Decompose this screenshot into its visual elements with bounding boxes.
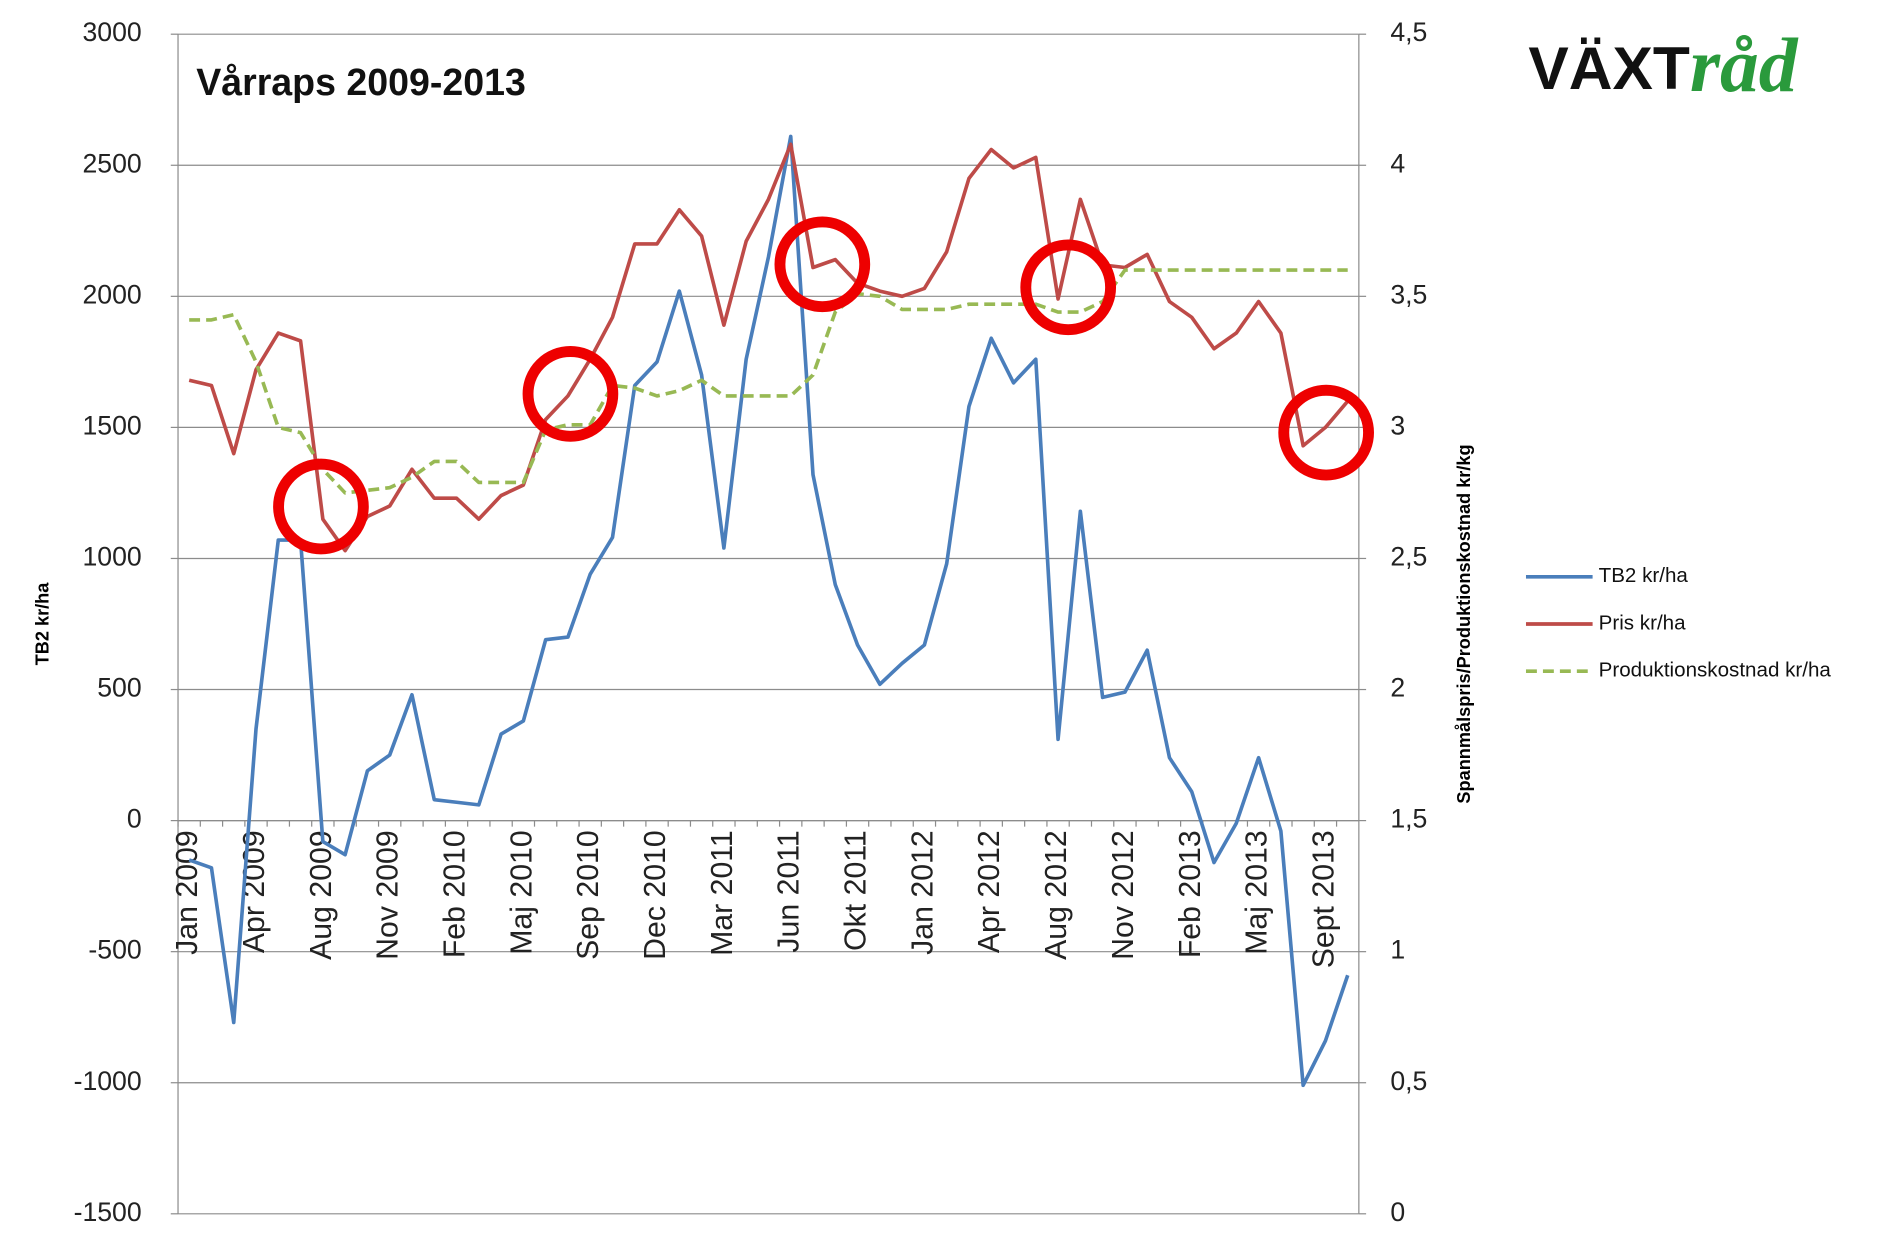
highlight-circle (774, 216, 871, 313)
y2-tick-label: 2,5 (1390, 541, 1427, 571)
y2-tick-label: 3 (1390, 410, 1405, 440)
x-tick-label: Feb 2010 (439, 830, 472, 958)
y-tick-label: 500 (97, 673, 141, 703)
highlight-circle (522, 346, 619, 442)
y2-tick-label: 4 (1390, 148, 1405, 178)
x-tick-label: Feb 2013 (1174, 830, 1207, 958)
x-tick-label: Jun 2011 (773, 830, 806, 952)
y2-axis-label: Spannmålspris/Produktionskostnad kr/kg (1454, 444, 1474, 803)
y-tick-label: -1000 (74, 1066, 142, 1096)
y2-tick-label: 1,5 (1390, 804, 1427, 834)
legend-label: Produktionskostnad kr/ha (1599, 659, 1832, 682)
x-tick-label: Aug 2009 (305, 830, 338, 960)
x-tick-label: Aug 2012 (1040, 830, 1073, 960)
x-tick-label: Mar 2011 (706, 830, 739, 956)
highlight-circle (273, 458, 369, 555)
chart-title: Vårraps 2009-2013 (196, 61, 526, 103)
y-tick-label: 1500 (82, 410, 141, 440)
x-tick-label: Sep 2010 (572, 830, 605, 960)
highlight-circle (1278, 384, 1374, 481)
logo-part: råd (1690, 22, 1799, 108)
x-tick-label: Maj 2013 (1241, 830, 1274, 955)
y2-tick-label: 2 (1390, 673, 1405, 703)
x-tick-label: Jan 2012 (906, 830, 939, 955)
y2-tick-label: 3,5 (1390, 279, 1427, 309)
y2-tick-label: 0 (1390, 1197, 1405, 1227)
y-tick-label: 0 (127, 804, 142, 834)
x-tick-label: Nov 2012 (1107, 830, 1140, 960)
x-tick-label: Dec 2010 (639, 830, 672, 960)
logo: VÄXTråd (1528, 22, 1798, 108)
y2-tick-label: 4,5 (1390, 17, 1427, 47)
y-tick-label: 2500 (82, 148, 141, 178)
legend-label: TB2 kr/ha (1599, 564, 1689, 587)
x-tick-label: Maj 2010 (505, 830, 538, 955)
legend-label: Pris kr/ha (1599, 611, 1686, 634)
y-tick-label: 3000 (82, 17, 141, 47)
x-tick-label: Sept 2013 (1307, 830, 1340, 968)
x-tick-label: Apr 2012 (973, 830, 1006, 953)
highlight-circle (1020, 239, 1117, 336)
series-line (188, 134, 1350, 1088)
y2-tick-label: 0,5 (1390, 1066, 1427, 1096)
x-tick-label: Nov 2009 (372, 830, 405, 960)
logo-part: VÄXT (1528, 34, 1689, 102)
y-tick-label: 1000 (82, 541, 141, 571)
y2-tick-label: 1 (1390, 935, 1405, 965)
y-tick-label: 2000 (82, 279, 141, 309)
x-tick-label: Okt 2011 (840, 830, 873, 951)
y-tick-label: -1500 (74, 1197, 142, 1227)
y-tick-label: -500 (88, 935, 141, 965)
y-axis-label: TB2 kr/ha (32, 582, 52, 666)
series-line (189, 268, 1348, 495)
x-tick-label: Jan 2009 (171, 830, 204, 955)
